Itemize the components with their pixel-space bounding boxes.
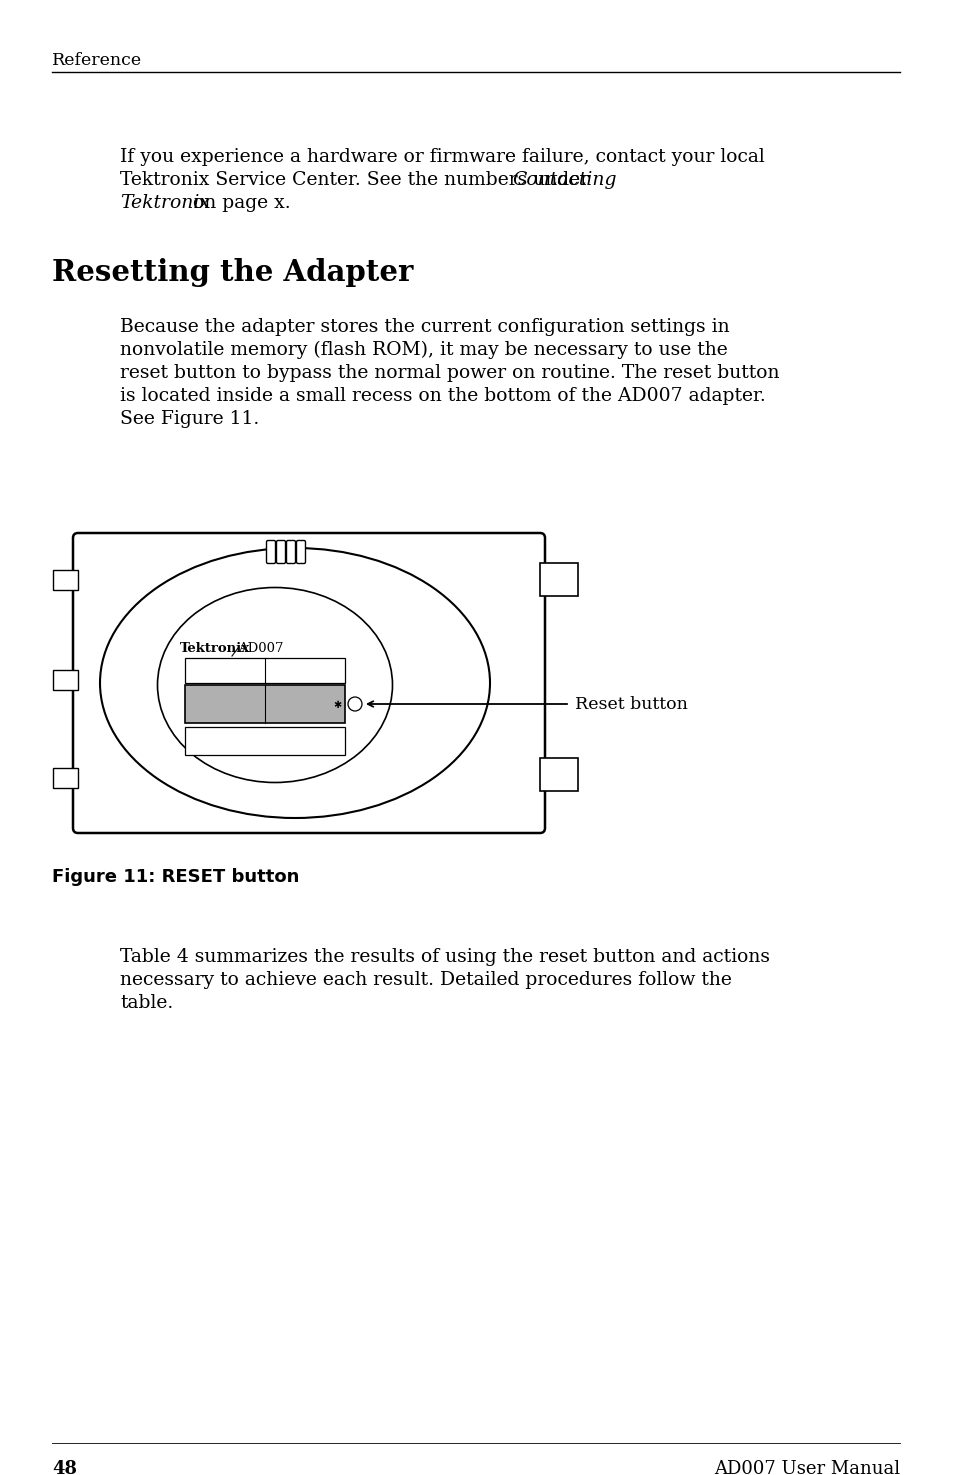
Text: Tektronix Service Center. See the numbers under: Tektronix Service Center. See the number… bbox=[120, 171, 595, 189]
Bar bbox=[185, 727, 345, 755]
FancyBboxPatch shape bbox=[296, 540, 305, 563]
Ellipse shape bbox=[100, 549, 490, 819]
Text: Because the adapter stores the current configuration settings in: Because the adapter stores the current c… bbox=[120, 319, 729, 336]
Text: necessary to achieve each result. Detailed procedures follow the: necessary to achieve each result. Detail… bbox=[120, 971, 731, 990]
Bar bbox=[185, 658, 345, 683]
FancyBboxPatch shape bbox=[73, 532, 544, 833]
FancyBboxPatch shape bbox=[266, 540, 275, 563]
Text: If you experience a hardware or firmware failure, contact your local: If you experience a hardware or firmware… bbox=[120, 148, 764, 167]
FancyBboxPatch shape bbox=[276, 540, 285, 563]
Text: Contacting: Contacting bbox=[512, 171, 616, 189]
Text: AD007 User Manual: AD007 User Manual bbox=[713, 1460, 899, 1475]
Text: on page x.: on page x. bbox=[187, 195, 291, 212]
Bar bbox=[539, 563, 578, 596]
Bar bbox=[53, 768, 78, 788]
Text: reset button to bypass the normal power on routine. The reset button: reset button to bypass the normal power … bbox=[120, 364, 779, 382]
Text: 48: 48 bbox=[52, 1460, 77, 1475]
Ellipse shape bbox=[157, 587, 392, 783]
Bar bbox=[539, 758, 578, 791]
Text: is located inside a small recess on the bottom of the AD007 adapter.: is located inside a small recess on the … bbox=[120, 386, 765, 406]
Text: See Figure 11.: See Figure 11. bbox=[120, 410, 259, 428]
Text: AD007: AD007 bbox=[237, 642, 283, 655]
Text: Figure 11: RESET button: Figure 11: RESET button bbox=[52, 867, 299, 886]
Bar bbox=[53, 670, 78, 690]
Bar bbox=[53, 569, 78, 590]
Bar bbox=[185, 684, 345, 723]
Text: Tektronix: Tektronix bbox=[120, 195, 210, 212]
Text: Tektronix: Tektronix bbox=[180, 642, 250, 655]
Text: Resetting the Adapter: Resetting the Adapter bbox=[52, 258, 413, 288]
Circle shape bbox=[348, 698, 361, 711]
Text: Reference: Reference bbox=[52, 52, 142, 69]
Text: Reset button: Reset button bbox=[575, 696, 687, 712]
FancyBboxPatch shape bbox=[286, 540, 295, 563]
Text: nonvolatile memory (flash ROM), it may be necessary to use the: nonvolatile memory (flash ROM), it may b… bbox=[120, 341, 727, 360]
Text: table.: table. bbox=[120, 994, 173, 1012]
Text: Table 4 summarizes the results of using the reset button and actions: Table 4 summarizes the results of using … bbox=[120, 948, 769, 966]
Text: ✱: ✱ bbox=[333, 701, 341, 709]
